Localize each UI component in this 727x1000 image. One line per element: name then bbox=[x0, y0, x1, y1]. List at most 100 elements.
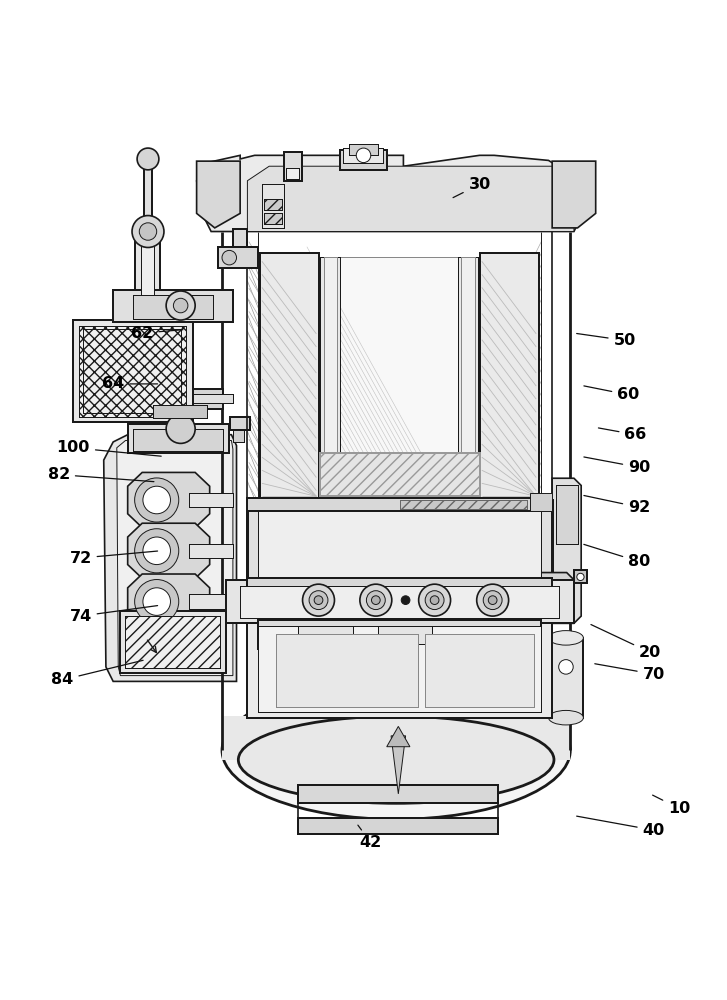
Bar bbox=[247, 498, 553, 511]
Polygon shape bbox=[553, 478, 581, 623]
Bar bbox=[247, 578, 553, 591]
Text: 50: 50 bbox=[577, 333, 636, 348]
Polygon shape bbox=[128, 472, 209, 528]
Bar bbox=[298, 785, 498, 803]
Text: 10: 10 bbox=[653, 795, 690, 816]
Circle shape bbox=[134, 478, 179, 522]
Bar bbox=[349, 144, 378, 155]
Circle shape bbox=[483, 591, 502, 610]
Circle shape bbox=[140, 223, 157, 240]
Bar bbox=[218, 247, 258, 268]
Bar bbox=[230, 417, 250, 430]
Circle shape bbox=[134, 529, 179, 573]
Bar bbox=[126, 616, 220, 668]
Polygon shape bbox=[196, 161, 240, 228]
Circle shape bbox=[371, 596, 380, 604]
Bar bbox=[193, 389, 223, 409]
Circle shape bbox=[222, 250, 236, 265]
Text: 84: 84 bbox=[51, 660, 143, 687]
Bar bbox=[340, 150, 387, 170]
Bar bbox=[189, 544, 233, 558]
Bar bbox=[480, 253, 539, 500]
Bar bbox=[298, 626, 353, 644]
Bar bbox=[462, 257, 475, 678]
Circle shape bbox=[314, 596, 323, 604]
Bar bbox=[83, 329, 180, 413]
Bar bbox=[247, 500, 553, 587]
Bar bbox=[286, 168, 299, 179]
Bar bbox=[135, 232, 161, 319]
Polygon shape bbox=[247, 166, 574, 232]
Bar bbox=[400, 500, 527, 509]
Circle shape bbox=[174, 298, 188, 313]
Bar bbox=[264, 213, 281, 224]
Bar bbox=[284, 152, 302, 181]
Circle shape bbox=[134, 580, 179, 624]
Bar bbox=[134, 429, 222, 451]
Text: 20: 20 bbox=[591, 625, 662, 660]
Circle shape bbox=[137, 148, 159, 170]
Bar bbox=[233, 229, 247, 247]
Circle shape bbox=[489, 596, 497, 604]
Polygon shape bbox=[531, 573, 574, 602]
Polygon shape bbox=[387, 726, 410, 747]
Bar bbox=[262, 184, 284, 228]
Polygon shape bbox=[196, 155, 585, 232]
Bar bbox=[153, 405, 207, 418]
Bar bbox=[320, 257, 340, 678]
Bar bbox=[79, 326, 186, 417]
Ellipse shape bbox=[549, 710, 583, 725]
Text: 100: 100 bbox=[57, 440, 161, 456]
Text: 66: 66 bbox=[598, 427, 647, 442]
Bar bbox=[222, 716, 570, 760]
Text: 60: 60 bbox=[584, 386, 640, 402]
Bar bbox=[378, 626, 433, 644]
Circle shape bbox=[143, 537, 171, 565]
Text: 70: 70 bbox=[595, 664, 665, 682]
Bar bbox=[144, 161, 153, 216]
Bar bbox=[240, 586, 559, 618]
Text: 82: 82 bbox=[47, 467, 154, 482]
Bar bbox=[549, 638, 583, 718]
Text: 74: 74 bbox=[69, 606, 158, 624]
Circle shape bbox=[302, 584, 334, 616]
Circle shape bbox=[143, 588, 171, 615]
Bar bbox=[134, 295, 213, 319]
Bar bbox=[574, 570, 587, 583]
Bar bbox=[320, 453, 480, 496]
Circle shape bbox=[419, 584, 451, 616]
Bar bbox=[189, 594, 233, 609]
Bar bbox=[258, 620, 542, 649]
Text: 40: 40 bbox=[577, 816, 665, 838]
Ellipse shape bbox=[549, 631, 583, 645]
Bar bbox=[222, 718, 570, 750]
Polygon shape bbox=[117, 440, 233, 676]
Bar bbox=[276, 634, 418, 707]
Bar bbox=[343, 148, 383, 163]
Bar bbox=[247, 620, 553, 718]
Bar bbox=[340, 257, 460, 678]
Text: 64: 64 bbox=[102, 376, 158, 391]
Bar bbox=[225, 580, 574, 623]
Polygon shape bbox=[391, 736, 406, 794]
Bar bbox=[260, 253, 319, 500]
Bar bbox=[458, 257, 478, 678]
Circle shape bbox=[366, 591, 385, 610]
Bar bbox=[189, 493, 233, 507]
Bar bbox=[320, 453, 480, 496]
Bar bbox=[324, 257, 337, 678]
Circle shape bbox=[309, 591, 328, 610]
Bar bbox=[425, 634, 534, 707]
Circle shape bbox=[143, 486, 171, 514]
Circle shape bbox=[166, 291, 195, 320]
Text: 42: 42 bbox=[358, 825, 382, 850]
Bar bbox=[128, 424, 229, 453]
Circle shape bbox=[577, 573, 584, 581]
Circle shape bbox=[360, 584, 392, 616]
Circle shape bbox=[430, 596, 439, 604]
Bar bbox=[113, 290, 233, 322]
Circle shape bbox=[356, 148, 371, 163]
Text: 92: 92 bbox=[584, 495, 651, 515]
Circle shape bbox=[558, 660, 573, 674]
Bar bbox=[258, 626, 542, 712]
